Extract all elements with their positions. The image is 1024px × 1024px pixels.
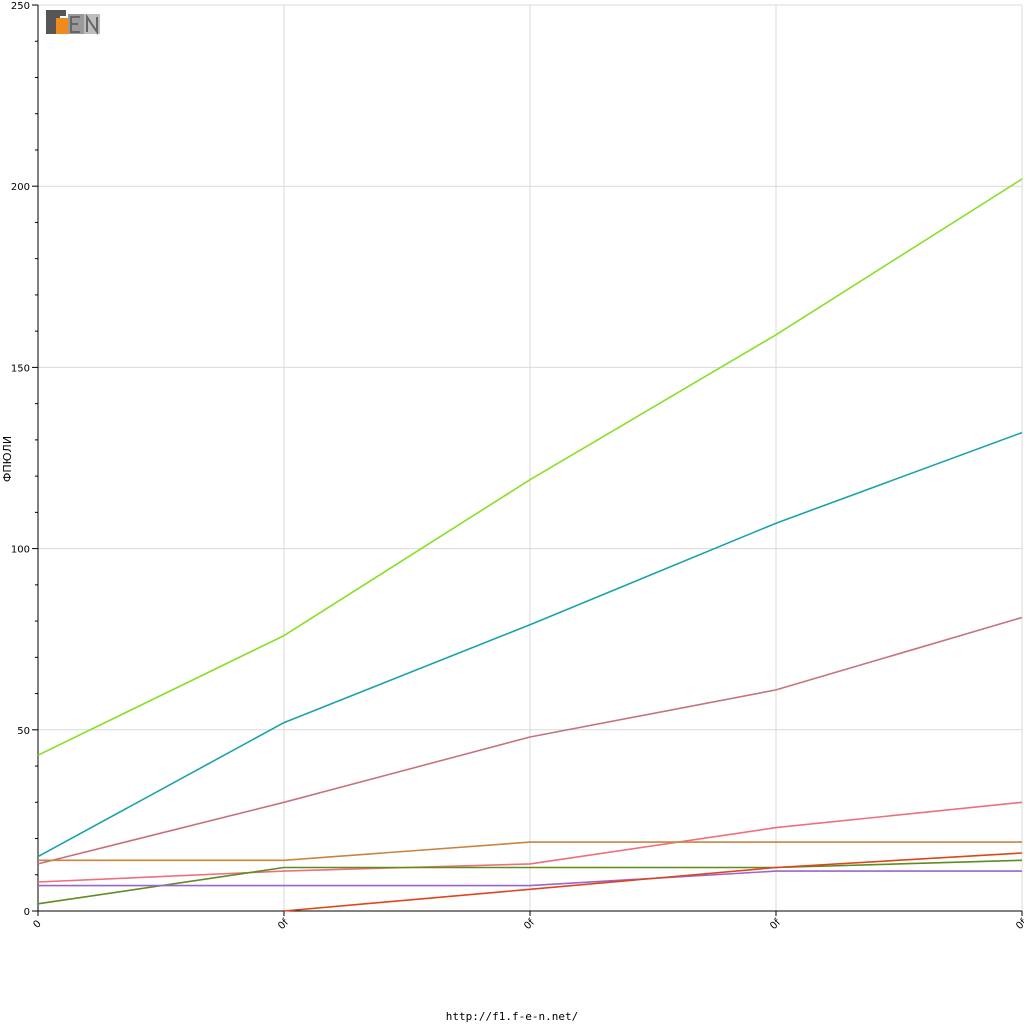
logo-e-mark: [70, 16, 80, 33]
series-line-4: [37, 801, 1023, 883]
y-tick-label: 250: [11, 1, 30, 12]
series-line-2: [37, 431, 1023, 858]
y-tick-label: 0: [24, 907, 30, 918]
series-line-6: [37, 859, 1023, 905]
logo-f-arm: [60, 10, 66, 16]
x-tick-label: 0: [32, 919, 44, 931]
x-tick-label: 0f: [276, 917, 291, 932]
series-line-3: [37, 616, 1023, 865]
ticks-layer: 0 50 100 150 200 250 0 0f 0f 0f 0f: [11, 1, 1024, 932]
y-tick-label: 200: [11, 182, 30, 193]
logo-one-block: [56, 18, 68, 34]
series-line-7: [38, 870, 1022, 887]
series-line-5: [38, 841, 1022, 862]
x-tick-label: 0f: [522, 917, 537, 932]
grid-layer: [38, 4, 1023, 911]
x-tick-label: 0f: [768, 917, 783, 932]
x-tick-label: 0f: [1014, 917, 1024, 932]
footer-url: http://f1.f-e-n.net/: [445, 1010, 579, 1023]
logo-n-mark: [86, 13, 98, 36]
series-layer: [37, 178, 1023, 912]
series-line-1: [37, 178, 1023, 756]
y-tick-label: 100: [11, 545, 30, 556]
y-tick-label: 50: [17, 726, 30, 737]
axes-layer: [32, 4, 1023, 916]
y-tick-label: 150: [11, 363, 30, 374]
f1en-logo: [46, 10, 100, 36]
series-line-8: [283, 852, 1023, 912]
y-axis-title: ФПЮЛИ: [1, 436, 14, 482]
